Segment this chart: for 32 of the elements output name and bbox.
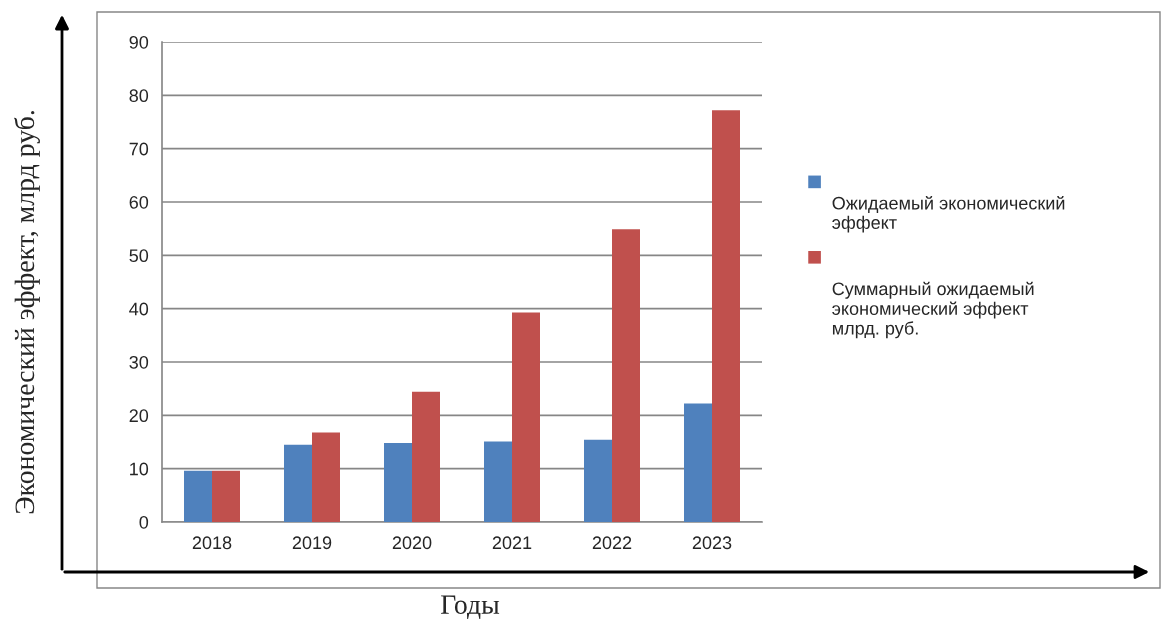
bar xyxy=(684,403,712,522)
bar xyxy=(584,439,612,522)
y-tick-label: 20 xyxy=(129,409,149,423)
bar xyxy=(412,391,440,522)
legend-label: Суммарный ожидаемый экономический эффект млрд. руб. xyxy=(832,281,1034,339)
x-tick-label: 2022 xyxy=(592,536,632,550)
y-tick-label: 10 xyxy=(130,462,149,476)
bar xyxy=(312,432,340,522)
x-tick-label: 2021 xyxy=(492,536,532,550)
bar xyxy=(284,444,312,522)
bar xyxy=(712,110,740,522)
x-axis-title: Годы xyxy=(441,595,500,620)
x-tick-label: 2019 xyxy=(292,536,332,550)
legend-label: Ожидаемый экономический эффект xyxy=(832,195,1065,233)
y-tick-label: 50 xyxy=(129,249,149,263)
bar xyxy=(384,443,412,522)
bar xyxy=(484,441,512,522)
y-tick-label: 80 xyxy=(129,89,149,103)
bar xyxy=(184,470,212,522)
y-tick-label: 30 xyxy=(129,355,149,369)
y-tick-label: 40 xyxy=(129,302,149,316)
y-tick-label: 90 xyxy=(129,35,149,49)
bar xyxy=(212,470,240,522)
y-tick-label: 0 xyxy=(139,515,149,529)
y-axis-title: Экономический эффект, млрд руб. xyxy=(14,111,40,514)
x-tick-label: 2023 xyxy=(692,536,732,550)
bar xyxy=(612,229,640,522)
y-tick-label: 60 xyxy=(129,195,149,209)
x-tick-label: 2020 xyxy=(392,536,432,550)
x-tick-label: 2018 xyxy=(192,536,232,550)
y-tick-label: 70 xyxy=(129,142,149,156)
bar xyxy=(512,312,540,522)
